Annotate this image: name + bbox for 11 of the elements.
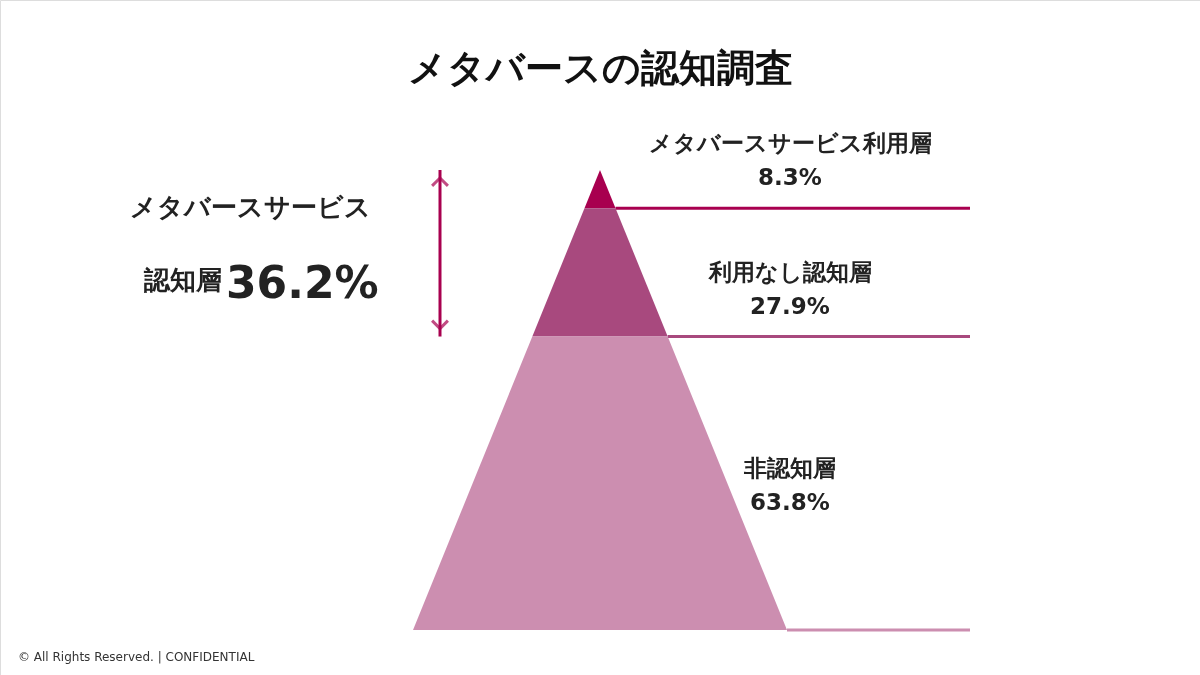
data-label: 27.9% — [750, 292, 830, 319]
category-label: 非認知層 — [743, 455, 836, 482]
text: メタバースの認知調査 — [407, 46, 793, 90]
text: メタバースサービス — [129, 192, 371, 223]
text: 認知層 — [143, 265, 222, 296]
category-label: 利用なし認知層 — [707, 258, 872, 285]
text: © All Rights Reserved. | CONFIDENTIAL — [18, 650, 255, 664]
data-label: 63.8% — [750, 489, 830, 516]
text: 36.2% — [226, 257, 379, 309]
data-label: 8.3% — [758, 164, 822, 191]
category-label: メタバースサービス利用層 — [648, 130, 932, 157]
